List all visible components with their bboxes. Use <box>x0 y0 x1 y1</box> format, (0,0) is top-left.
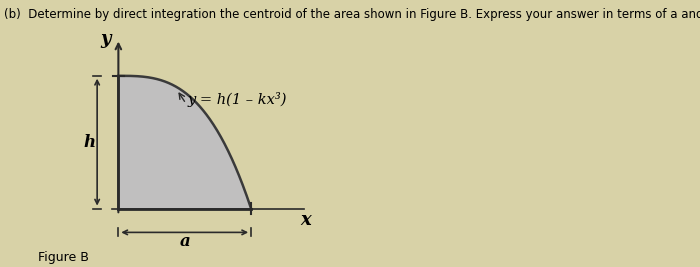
Text: x: x <box>300 211 311 229</box>
Text: y = h(1 – kx³): y = h(1 – kx³) <box>188 92 287 107</box>
Text: Figure B: Figure B <box>38 251 88 264</box>
Text: (b)  Determine by direct integration the centroid of the area shown in Figure B.: (b) Determine by direct integration the … <box>4 8 700 21</box>
Text: y: y <box>100 30 111 48</box>
Text: h: h <box>83 134 95 151</box>
Polygon shape <box>118 76 251 209</box>
Text: a: a <box>179 233 190 250</box>
